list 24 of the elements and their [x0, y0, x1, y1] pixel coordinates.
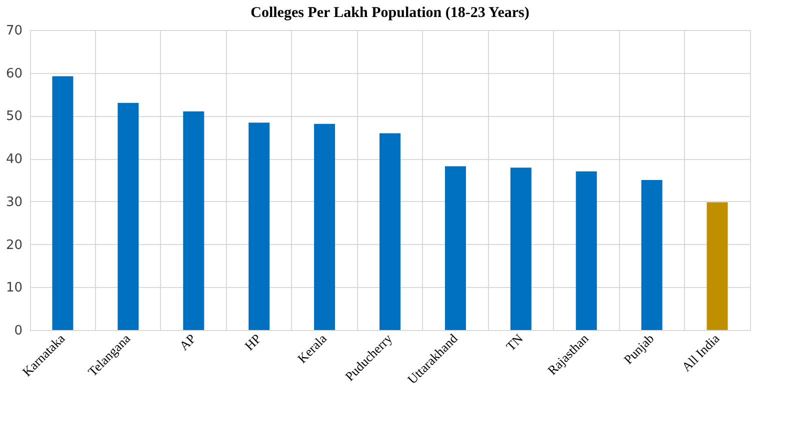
y-tick-label: 40	[6, 152, 22, 168]
bar	[314, 124, 336, 330]
y-tick-label: 20	[6, 238, 22, 253]
bar	[706, 202, 728, 330]
x-tick-label: TN	[502, 330, 526, 354]
chart-title: Colleges Per Lakh Population (18-23 Years)	[250, 5, 530, 21]
bar	[118, 102, 139, 330]
y-tick-label: 70	[6, 24, 22, 38]
y-tick-label: 0	[14, 324, 22, 338]
y-tick-label: 10	[6, 280, 22, 296]
bar	[183, 111, 204, 330]
bar	[248, 122, 270, 330]
x-tick-label: All India	[678, 330, 722, 374]
y-tick-label: 30	[6, 194, 22, 210]
y-tick-label: 50	[6, 109, 22, 124]
bar	[641, 180, 662, 330]
bar	[52, 76, 74, 330]
x-tick-label: AP	[176, 330, 199, 354]
bar	[576, 171, 597, 330]
bar	[510, 168, 532, 330]
bar	[444, 166, 466, 330]
x-tick-label: HP	[242, 330, 264, 354]
y-tick-label: 60	[6, 66, 22, 82]
bar	[380, 133, 400, 330]
